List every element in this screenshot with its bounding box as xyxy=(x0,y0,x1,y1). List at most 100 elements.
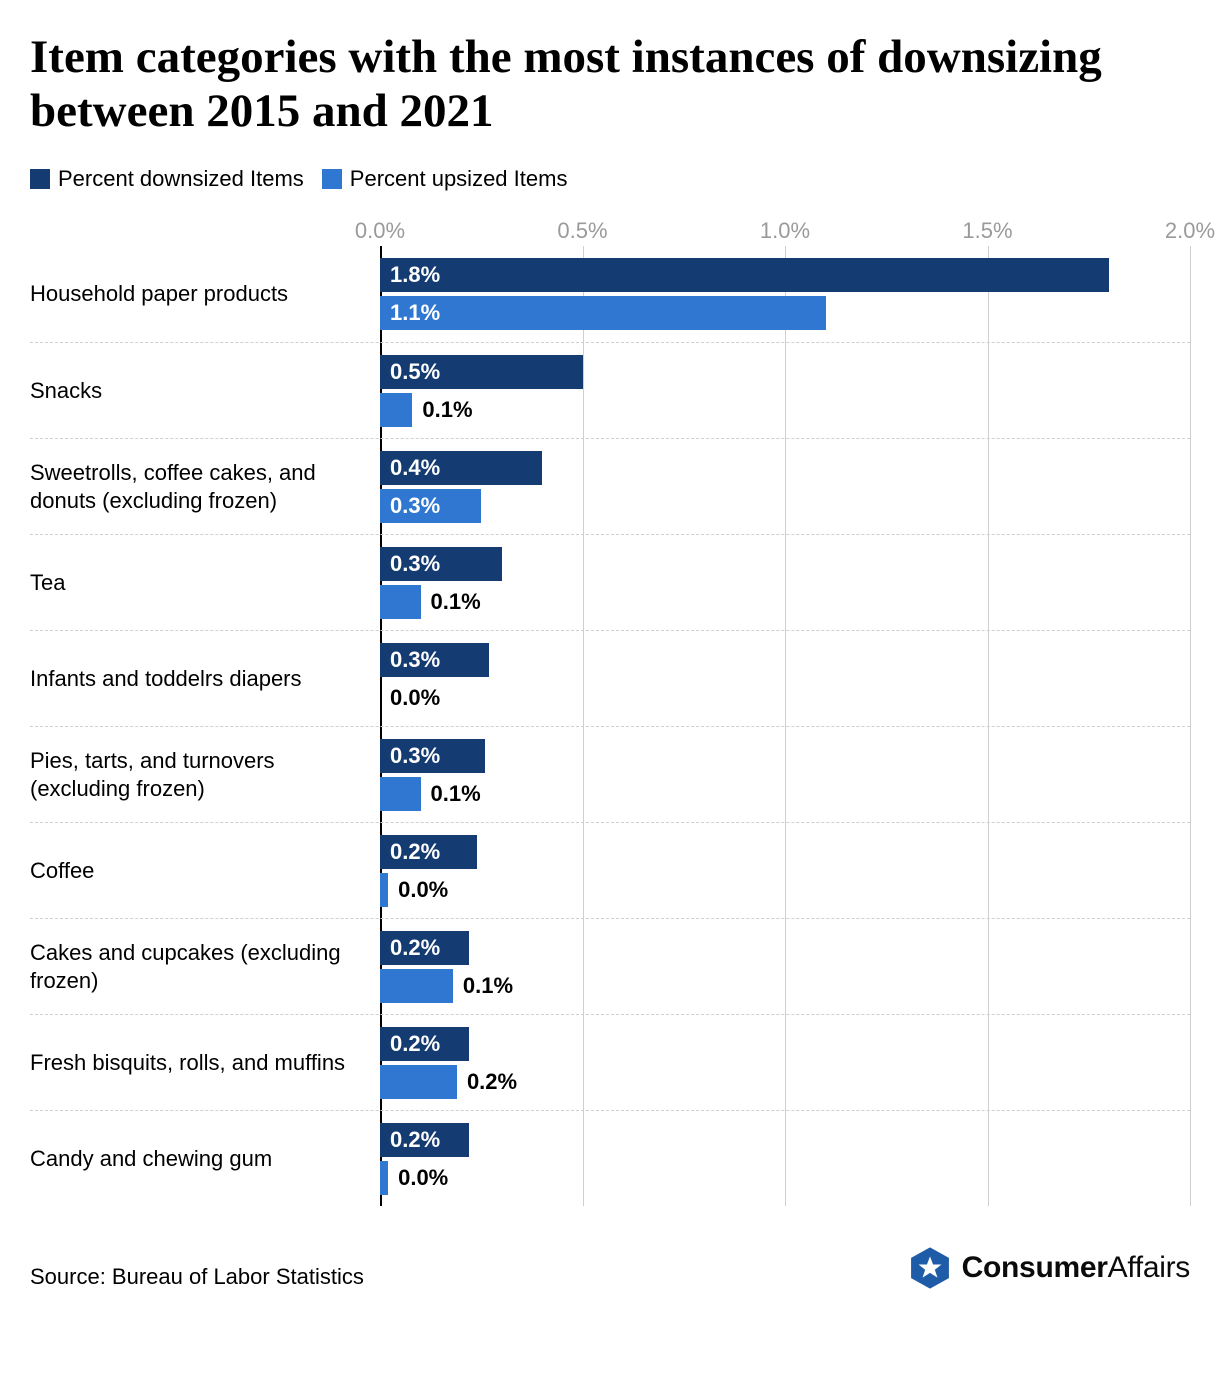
x-tick-label: 1.0% xyxy=(760,218,810,244)
chart-row: Household paper products 1.8% 1.1% xyxy=(30,246,1190,342)
bar xyxy=(380,296,826,330)
category-label: Fresh bisquits, rolls, and muffins xyxy=(30,1015,380,1110)
bar-upsized: 0.2% xyxy=(380,1065,1190,1099)
legend-swatch xyxy=(322,169,342,189)
bar-upsized: 0.1% xyxy=(380,969,1190,1003)
bar-value-label: 0.2% xyxy=(390,935,440,961)
bar-downsized: 0.2% xyxy=(380,931,1190,965)
bar-upsized: 0.0% xyxy=(380,873,1190,907)
bar-value-label: 0.2% xyxy=(467,1069,517,1095)
axis-spacer xyxy=(30,218,380,246)
bar xyxy=(380,585,421,619)
row-bars: 1.8% 1.1% xyxy=(380,246,1190,342)
bar-downsized: 0.2% xyxy=(380,1027,1190,1061)
footer: Source: Bureau of Labor Statistics Consu… xyxy=(30,1246,1190,1290)
row-bars: 0.3% 0.1% xyxy=(380,727,1190,822)
page-title: Item categories with the most instances … xyxy=(30,30,1190,138)
bar-value-label: 0.3% xyxy=(390,493,440,519)
bar-upsized: 1.1% xyxy=(380,296,1190,330)
bar xyxy=(380,873,388,907)
category-label: Cakes and cupcakes (excluding frozen) xyxy=(30,919,380,1014)
bar xyxy=(380,1065,457,1099)
category-label: Candy and chewing gum xyxy=(30,1111,380,1206)
brand-name-rest: Affairs xyxy=(1108,1251,1190,1284)
bar-upsized: 0.1% xyxy=(380,585,1190,619)
bar xyxy=(380,393,412,427)
category-label: Pies, tarts, and turnovers (excluding fr… xyxy=(30,727,380,822)
bar xyxy=(380,258,1109,292)
bar-value-label: 0.5% xyxy=(390,359,440,385)
bar-value-label: 1.8% xyxy=(390,262,440,288)
bar-value-label: 0.1% xyxy=(431,781,481,807)
legend-item: Percent downsized Items xyxy=(30,166,304,192)
bar-value-label: 0.0% xyxy=(390,685,440,711)
chart-row: Pies, tarts, and turnovers (excluding fr… xyxy=(30,726,1190,822)
row-bars: 0.2% 0.0% xyxy=(380,1111,1190,1206)
x-tick-label: 0.5% xyxy=(557,218,607,244)
bar-downsized: 0.3% xyxy=(380,547,1190,581)
bar-upsized: 0.1% xyxy=(380,777,1190,811)
chart-row: Cakes and cupcakes (excluding frozen)0.2… xyxy=(30,918,1190,1014)
chart-row: Candy and chewing gum 0.2% 0.0% xyxy=(30,1110,1190,1206)
chart-row: Sweetrolls, coffee cakes, and donuts (ex… xyxy=(30,438,1190,534)
x-axis-plot: 0.0%0.5%1.0%1.5%2.0% xyxy=(380,218,1190,246)
bar-value-label: 0.1% xyxy=(431,589,481,615)
category-label: Infants and toddelrs diapers xyxy=(30,631,380,726)
bar-upsized: 0.0% xyxy=(380,1161,1190,1195)
bar-downsized: 0.3% xyxy=(380,739,1190,773)
bar-downsized: 0.4% xyxy=(380,451,1190,485)
x-tick-label: 1.5% xyxy=(962,218,1012,244)
x-axis: 0.0%0.5%1.0%1.5%2.0% xyxy=(30,218,1190,246)
bar-downsized: 0.2% xyxy=(380,835,1190,869)
bar-value-label: 0.4% xyxy=(390,455,440,481)
bar-downsized: 0.3% xyxy=(380,643,1190,677)
bar-downsized: 0.5% xyxy=(380,355,1190,389)
row-bars: 0.4% 0.3% xyxy=(380,439,1190,534)
hexagon-star-icon xyxy=(908,1246,952,1290)
bar-value-label: 0.2% xyxy=(390,839,440,865)
bar-value-label: 0.1% xyxy=(422,397,472,423)
bar-value-label: 0.0% xyxy=(398,877,448,903)
chart-row: Coffee 0.2% 0.0% xyxy=(30,822,1190,918)
legend-label: Percent downsized Items xyxy=(58,166,304,192)
legend-label: Percent upsized Items xyxy=(350,166,568,192)
x-tick-label: 0.0% xyxy=(355,218,405,244)
bar-upsized: 0.1% xyxy=(380,393,1190,427)
brand: ConsumerAffairs xyxy=(908,1246,1190,1290)
bar-value-label: 0.2% xyxy=(390,1031,440,1057)
bar-upsized: 0.3% xyxy=(380,489,1190,523)
source-text: Source: Bureau of Labor Statistics xyxy=(30,1264,364,1290)
bar-value-label: 0.3% xyxy=(390,551,440,577)
row-bars: 0.2% 0.2% xyxy=(380,1015,1190,1110)
chart-row: Infants and toddelrs diapers0.3% 0.0% xyxy=(30,630,1190,726)
bar-value-label: 0.1% xyxy=(463,973,513,999)
brand-name-bold: Consumer xyxy=(962,1251,1108,1284)
category-label: Household paper products xyxy=(30,246,380,342)
chart-row: Snacks 0.5% 0.1% xyxy=(30,342,1190,438)
chart-row: Tea 0.3% 0.1% xyxy=(30,534,1190,630)
row-bars: 0.5% 0.1% xyxy=(380,343,1190,438)
category-label: Snacks xyxy=(30,343,380,438)
row-bars: 0.3% 0.1% xyxy=(380,535,1190,630)
legend: Percent downsized Items Percent upsized I… xyxy=(30,166,1190,192)
gridline xyxy=(1190,246,1191,1206)
brand-mark-icon xyxy=(908,1246,952,1290)
category-label: Coffee xyxy=(30,823,380,918)
brand-name: ConsumerAffairs xyxy=(962,1251,1190,1285)
bar-value-label: 0.3% xyxy=(390,743,440,769)
bar-value-label: 0.2% xyxy=(390,1127,440,1153)
x-tick-label: 2.0% xyxy=(1165,218,1215,244)
category-label: Tea xyxy=(30,535,380,630)
bar xyxy=(380,777,421,811)
bar-downsized: 0.2% xyxy=(380,1123,1190,1157)
chart: 0.0%0.5%1.0%1.5%2.0% Household paper pro… xyxy=(30,218,1190,1206)
bar-upsized: 0.0% xyxy=(380,681,1190,715)
legend-item: Percent upsized Items xyxy=(322,166,568,192)
bar xyxy=(380,1161,388,1195)
plot-area: Household paper products1.8%1.1%Snacks0.… xyxy=(30,246,1190,1206)
bar-value-label: 0.0% xyxy=(398,1165,448,1191)
chart-row: Fresh bisquits, rolls, and muffins0.2%0.… xyxy=(30,1014,1190,1110)
row-bars: 0.2% 0.0% xyxy=(380,823,1190,918)
row-bars: 0.2% 0.1% xyxy=(380,919,1190,1014)
bar-downsized: 1.8% xyxy=(380,258,1190,292)
